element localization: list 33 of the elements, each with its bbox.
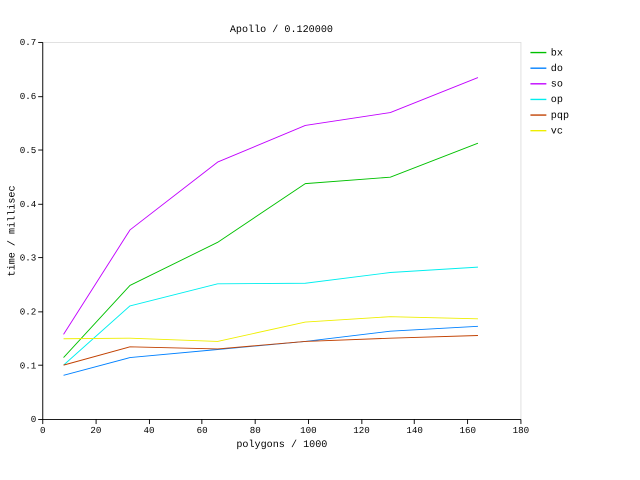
x-tick-label: 160 bbox=[460, 425, 476, 436]
x-tick-label: 140 bbox=[406, 425, 423, 436]
x-tick-label: 60 bbox=[196, 425, 208, 436]
line-series bbox=[63, 335, 478, 366]
legend-label: vc bbox=[550, 126, 563, 138]
chart-title: Apollo / 0.120000 bbox=[230, 24, 333, 36]
y-tick-label: 0 bbox=[30, 414, 36, 426]
y-tick-label: 0.7 bbox=[20, 37, 36, 48]
y-tick-label: 0.5 bbox=[20, 144, 36, 156]
legend-label: op bbox=[550, 95, 563, 106]
y-tick-label: 0.4 bbox=[20, 198, 37, 210]
x-axis-title: polygons / 1000 bbox=[236, 439, 328, 452]
line-series bbox=[63, 77, 478, 335]
x-tick-label: 20 bbox=[90, 425, 102, 436]
legend-label: pqp bbox=[550, 110, 570, 122]
y-tick-label: 0.2 bbox=[20, 306, 36, 318]
legend-label: so bbox=[550, 80, 563, 91]
y-tick-label: 0.6 bbox=[20, 91, 36, 102]
line-series bbox=[63, 326, 478, 376]
x-tick-label: 40 bbox=[144, 425, 155, 436]
line-series bbox=[63, 266, 478, 366]
legend-label: bx bbox=[550, 47, 563, 60]
line-series bbox=[63, 142, 478, 358]
legend-label: do bbox=[550, 62, 563, 75]
y-axis-title: time / millisec bbox=[6, 185, 18, 276]
x-tick-label: 100 bbox=[300, 425, 317, 436]
x-tick-label: 120 bbox=[353, 425, 370, 436]
x-tick-label: 80 bbox=[250, 425, 261, 436]
y-tick-label: 0.1 bbox=[20, 360, 37, 372]
line-series bbox=[63, 316, 478, 342]
y-tick-label: 0.3 bbox=[20, 252, 36, 264]
x-tick-label: 0 bbox=[40, 425, 46, 436]
x-tick-label: 180 bbox=[512, 425, 530, 436]
